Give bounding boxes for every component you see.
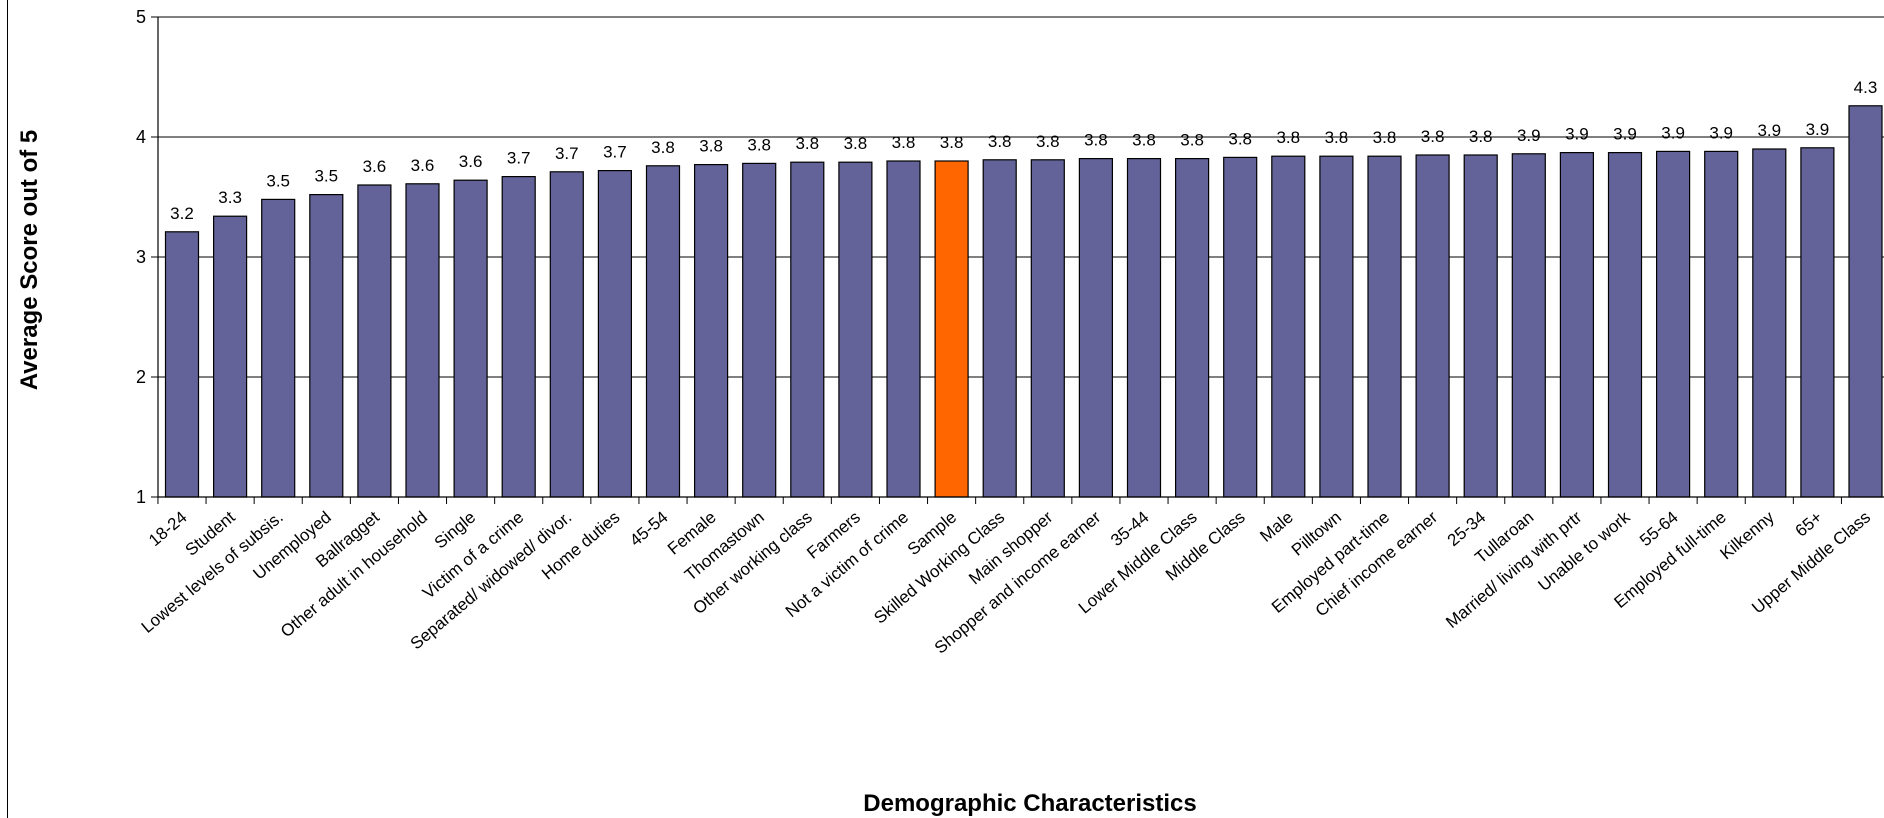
bar <box>1126 158 1162 498</box>
x-axis-title: Demographic Characteristics <box>863 790 1196 817</box>
bar <box>838 161 873 498</box>
data-label: 3.5 <box>314 167 338 186</box>
data-label: 3.8 <box>988 132 1012 151</box>
data-label: 3.8 <box>1084 131 1108 150</box>
data-label: 3.7 <box>555 144 579 163</box>
bar <box>1463 154 1498 498</box>
data-label: 3.2 <box>170 204 194 223</box>
bar <box>597 170 633 498</box>
data-label: 3.3 <box>218 188 242 207</box>
y-axis-title: Average Score out of 5 <box>16 130 43 391</box>
bar <box>261 198 296 498</box>
data-label: 3.8 <box>795 134 819 153</box>
data-label: 3.8 <box>1036 132 1060 151</box>
bar <box>1752 148 1787 498</box>
x-tick-label: Male <box>1256 508 1296 546</box>
bar <box>1319 155 1354 498</box>
data-label: 3.5 <box>266 171 290 190</box>
y-tick-label: 1 <box>136 487 146 507</box>
data-label: 3.8 <box>1132 131 1156 150</box>
bar <box>164 231 200 498</box>
chart-frame <box>7 0 1884 818</box>
bar <box>742 162 777 498</box>
bar <box>309 194 344 498</box>
bar <box>405 183 440 498</box>
data-label: 3.8 <box>844 134 868 153</box>
bar <box>501 176 536 498</box>
data-label: 3.8 <box>1325 128 1349 147</box>
data-label: 3.8 <box>747 135 771 154</box>
data-label: 3.6 <box>363 157 387 176</box>
bar <box>1030 159 1065 498</box>
bar <box>1848 105 1883 498</box>
bar <box>1800 147 1835 498</box>
data-label: 4.3 <box>1854 78 1878 97</box>
bar <box>1655 150 1691 498</box>
bar <box>549 171 584 498</box>
data-label: 3.9 <box>1517 126 1541 145</box>
bar <box>1607 152 1643 498</box>
y-tick-label: 2 <box>136 367 146 387</box>
bar <box>1174 158 1210 498</box>
bar <box>453 179 488 498</box>
x-tick-label: 65+ <box>1792 507 1826 540</box>
value-labels: 3.2 3.3 3.5 3.5 3.6 3.6 3.6 3.7 3.7 3.7 3.8 3.8 3.8 3… <box>170 78 1877 223</box>
bar <box>213 215 248 498</box>
data-label: 3.8 <box>1421 127 1445 146</box>
bar <box>1704 150 1739 498</box>
data-label: 3.8 <box>940 133 964 152</box>
y-axis-ticks: 1 2 3 4 5 <box>136 7 158 507</box>
data-label: 3.6 <box>459 152 483 171</box>
gridlines <box>158 16 1884 378</box>
data-label: 3.7 <box>603 143 627 162</box>
data-label: 3.8 <box>1276 128 1300 147</box>
bar <box>1078 158 1114 498</box>
bar <box>1223 156 1258 498</box>
bar <box>693 164 729 498</box>
bar <box>886 160 921 498</box>
bar <box>982 159 1017 498</box>
data-label: 3.6 <box>411 156 435 175</box>
bar <box>645 165 681 498</box>
bar <box>1511 153 1546 498</box>
data-label: 3.8 <box>1228 129 1252 148</box>
data-label: 3.9 <box>1757 121 1781 140</box>
data-label: 3.9 <box>1565 125 1589 144</box>
bar <box>790 161 825 498</box>
bar <box>1271 155 1306 498</box>
bar <box>1415 154 1450 498</box>
data-label: 3.8 <box>1373 128 1397 147</box>
bar <box>1559 152 1595 498</box>
data-label: 3.7 <box>507 149 531 168</box>
data-label: 3.8 <box>651 138 675 157</box>
data-label: 3.8 <box>699 137 723 156</box>
data-label: 3.9 <box>1709 123 1733 142</box>
x-tick-label: Kilkenny <box>1716 507 1778 563</box>
data-label: 3.8 <box>1180 131 1204 150</box>
data-label: 3.9 <box>1661 123 1685 142</box>
data-label: 3.8 <box>892 133 916 152</box>
bar <box>934 160 969 498</box>
data-label: 3.8 <box>1469 127 1493 146</box>
data-label: 3.9 <box>1806 120 1830 139</box>
bar <box>357 184 392 498</box>
bars <box>164 105 1883 498</box>
y-tick-label: 3 <box>136 247 146 267</box>
data-label: 3.9 <box>1613 125 1637 144</box>
bar <box>1367 155 1402 498</box>
y-tick-label: 5 <box>136 7 146 27</box>
y-tick-label: 4 <box>136 127 146 147</box>
